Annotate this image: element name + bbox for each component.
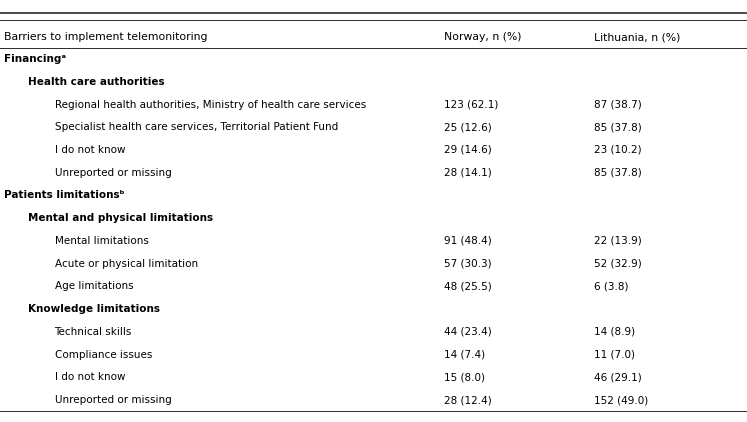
Text: 14 (8.9): 14 (8.9) xyxy=(594,327,635,337)
Text: 14 (7.4): 14 (7.4) xyxy=(444,349,486,360)
Text: 48 (25.5): 48 (25.5) xyxy=(444,281,492,292)
Text: 23 (10.2): 23 (10.2) xyxy=(594,145,642,155)
Text: 46 (29.1): 46 (29.1) xyxy=(594,372,642,382)
Text: 28 (14.1): 28 (14.1) xyxy=(444,168,492,178)
Text: 25 (12.6): 25 (12.6) xyxy=(444,122,492,132)
Text: 85 (37.8): 85 (37.8) xyxy=(594,168,642,178)
Text: Health care authorities: Health care authorities xyxy=(28,77,164,87)
Text: Unreported or missing: Unreported or missing xyxy=(55,395,171,405)
Text: Acute or physical limitation: Acute or physical limitation xyxy=(55,259,198,269)
Text: Age limitations: Age limitations xyxy=(55,281,133,292)
Text: Barriers to implement telemonitoring: Barriers to implement telemonitoring xyxy=(4,32,207,42)
Text: 57 (30.3): 57 (30.3) xyxy=(444,259,492,269)
Text: Compliance issues: Compliance issues xyxy=(55,349,152,360)
Text: 87 (38.7): 87 (38.7) xyxy=(594,100,642,110)
Text: 6 (3.8): 6 (3.8) xyxy=(594,281,628,292)
Text: 152 (49.0): 152 (49.0) xyxy=(594,395,648,405)
Text: Financingᵃ: Financingᵃ xyxy=(4,54,66,64)
Text: Mental and physical limitations: Mental and physical limitations xyxy=(28,213,213,223)
Text: 22 (13.9): 22 (13.9) xyxy=(594,236,642,246)
Text: 91 (48.4): 91 (48.4) xyxy=(444,236,492,246)
Text: Specialist health care services, Territorial Patient Fund: Specialist health care services, Territo… xyxy=(55,122,338,132)
Text: I do not know: I do not know xyxy=(55,145,125,155)
Text: Norway, n (%): Norway, n (%) xyxy=(444,32,522,42)
Text: Regional health authorities, Ministry of health care services: Regional health authorities, Ministry of… xyxy=(55,100,366,110)
Text: Technical skills: Technical skills xyxy=(55,327,132,337)
Text: 52 (32.9): 52 (32.9) xyxy=(594,259,642,269)
Text: Lithuania, n (%): Lithuania, n (%) xyxy=(594,32,681,42)
Text: 85 (37.8): 85 (37.8) xyxy=(594,122,642,132)
Text: 44 (23.4): 44 (23.4) xyxy=(444,327,492,337)
Text: 15 (8.0): 15 (8.0) xyxy=(444,372,486,382)
Text: Patients limitationsᵇ: Patients limitationsᵇ xyxy=(4,190,124,200)
Text: I do not know: I do not know xyxy=(55,372,125,382)
Text: Unreported or missing: Unreported or missing xyxy=(55,168,171,178)
Text: 123 (62.1): 123 (62.1) xyxy=(444,100,499,110)
Text: Mental limitations: Mental limitations xyxy=(55,236,149,246)
Text: 11 (7.0): 11 (7.0) xyxy=(594,349,635,360)
Text: 29 (14.6): 29 (14.6) xyxy=(444,145,492,155)
Text: Knowledge limitations: Knowledge limitations xyxy=(28,304,160,314)
Text: 28 (12.4): 28 (12.4) xyxy=(444,395,492,405)
